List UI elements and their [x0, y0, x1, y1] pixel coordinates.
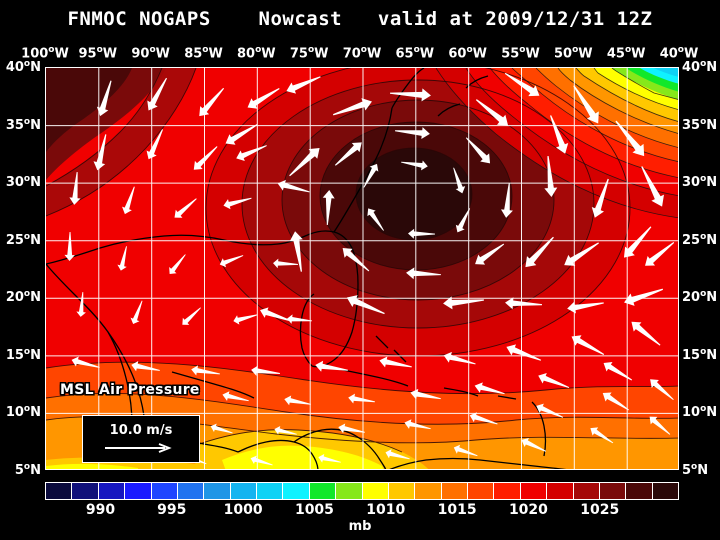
latitude-tick-15N: 15oN	[5, 346, 41, 364]
right-arrow-icon	[105, 443, 172, 453]
longitude-tick-75W: 75oW	[289, 45, 329, 62]
colorbar-swatch-7[interactable]	[230, 483, 257, 499]
latitude-axis-right: 40oN 35oN 30oN 25oN 20oN 15oN 10oN 5oN	[679, 59, 720, 478]
colorbar-swatch-19[interactable]	[547, 483, 574, 499]
map-plot-area[interactable]: MSL Air Pressure 10.0 m/s	[45, 67, 679, 470]
colorbar-swatch-14[interactable]	[415, 483, 442, 499]
longitude-tick-100W: 100oW	[21, 45, 69, 62]
map-gridlines	[46, 68, 678, 469]
colorbar-swatch-21[interactable]	[599, 483, 627, 499]
wind-scale-key: 10.0 m/s	[82, 415, 200, 463]
colorbar-swatch-16[interactable]	[468, 483, 495, 499]
longitude-tick-95W: 95oW	[78, 45, 118, 62]
contour-1026-nw	[46, 68, 132, 152]
colorbar-swatch-9[interactable]	[283, 483, 310, 499]
longitude-tick-45W: 45oW	[606, 45, 646, 62]
colorbar-tick-1025: 1025	[580, 502, 620, 518]
pressure-colorbar[interactable]	[45, 482, 679, 500]
latitude-tick-10N: 10oN	[5, 404, 41, 421]
colorbar-swatch-23[interactable]	[652, 483, 678, 499]
contour-1022-nw	[46, 68, 196, 216]
colorbar-swatch-5[interactable]	[177, 483, 205, 499]
contour-1008-west	[46, 463, 138, 469]
latitude-tick-25N: 25oN	[5, 231, 41, 248]
latitude-tick-20N: 20oN	[682, 289, 718, 306]
longitude-axis-top: 100oW 95oW 90oW 85oW 80oW 75oW 70oW 65oW 60oW 55o…	[21, 45, 698, 63]
latitude-tick-5N: 5oN	[14, 461, 41, 479]
colorbar-tick-1000: 1000	[223, 502, 263, 518]
colorbar-swatch-8[interactable]	[257, 483, 284, 499]
colorbar-tick-995: 995	[157, 502, 187, 518]
wind-scale-value: 10.0 m/s	[109, 423, 173, 438]
colorbar-tick-1010: 1010	[366, 502, 406, 518]
colorbar-tick-labels: 990 995 1000 1005 1010 1015 1020 1025	[45, 502, 679, 520]
latitude-tick-5N: 5oN	[682, 461, 709, 479]
colorbar-swatch-4[interactable]	[151, 483, 178, 499]
colorbar-tick-1005: 1005	[294, 502, 334, 518]
longitude-tick-60W: 60oW	[448, 45, 487, 62]
colorbar-unit-label: mb	[348, 519, 372, 534]
colorbar-tick-1015: 1015	[437, 502, 477, 518]
longitude-tick-80W: 80oW	[237, 45, 276, 62]
colorbar-swatch-10[interactable]	[309, 483, 337, 499]
contour-1028-core	[356, 148, 472, 240]
latitude-tick-40N: 40oN	[5, 58, 41, 76]
colorbar-swatch-6[interactable]	[204, 483, 231, 499]
longitude-tick-40W: 40oW	[659, 45, 699, 62]
chart-title-bar: FNMOC NOGAPS Nowcast valid at 2009/12/31…	[0, 6, 720, 32]
latitude-tick-25N: 25oN	[682, 231, 718, 248]
colorbar-swatch-11[interactable]	[336, 483, 363, 499]
colorbar-swatch-12[interactable]	[362, 483, 389, 499]
colorbar-tick-990: 990	[85, 502, 116, 518]
colorbar-swatch-3[interactable]	[125, 483, 152, 499]
latitude-tick-40N: 40oN	[682, 58, 718, 76]
latitude-tick-30N: 30oN	[5, 173, 41, 191]
latitude-tick-35N: 35oN	[682, 116, 718, 133]
longitude-tick-90W: 90oW	[131, 45, 170, 62]
latitude-tick-35N: 35oN	[5, 116, 41, 133]
latitude-tick-15N: 15oN	[682, 346, 718, 364]
latitude-tick-30N: 30oN	[682, 173, 718, 191]
colorbar-swatch-20[interactable]	[573, 483, 600, 499]
colorbar-swatch-1[interactable]	[72, 483, 99, 499]
pressure-shading-group	[46, 68, 678, 469]
longitude-tick-65W: 65oW	[395, 45, 435, 62]
latitude-tick-20N: 20oN	[5, 289, 41, 306]
colorbar-swatch-17[interactable]	[494, 483, 521, 499]
colorbar-swatch-18[interactable]	[520, 483, 548, 499]
colorbar-swatch-0[interactable]	[46, 483, 73, 499]
colorbar-swatch-15[interactable]	[441, 483, 468, 499]
longitude-tick-85W: 85oW	[184, 45, 223, 62]
colorbar-swatch-2[interactable]	[98, 483, 126, 499]
colorbar-swatch-13[interactable]	[388, 483, 416, 499]
pressure-field-svg	[46, 68, 678, 469]
colorbar-swatch-22[interactable]	[626, 483, 653, 499]
longitude-tick-50W: 50oW	[554, 45, 593, 62]
longitude-tick-55W: 55oW	[501, 45, 540, 62]
longitude-tick-70W: 70oW	[342, 45, 382, 62]
latitude-axis-left: 40oN 35oN 30oN 25oN 20oN 15oN 10oN 5oN	[0, 59, 44, 478]
wind-arrows-group	[64, 72, 675, 466]
page-title: FNMOC NOGAPS Nowcast valid at 2009/12/31…	[67, 8, 653, 30]
latitude-tick-10N: 10oN	[682, 404, 718, 421]
colorbar-tick-1020: 1020	[508, 502, 548, 518]
